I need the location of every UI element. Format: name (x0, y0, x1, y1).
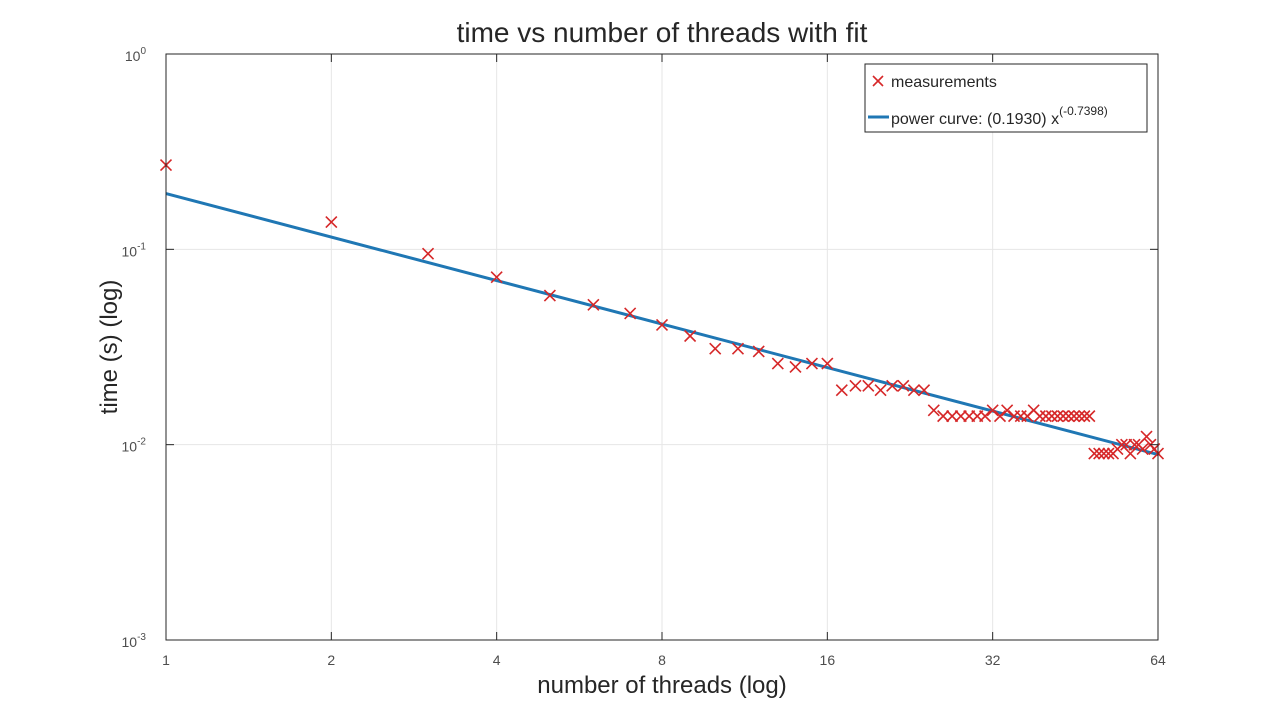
measurement-point (849, 379, 862, 392)
measurement-point (937, 410, 950, 423)
measurement-point (1093, 447, 1106, 460)
measurement-point (325, 215, 338, 229)
measurement-point (1057, 410, 1070, 423)
y-tick-label: 10-1 (122, 241, 147, 259)
measurement-point (752, 345, 765, 358)
measurement-points (159, 159, 1165, 460)
measurement-point (979, 410, 992, 423)
measurement-point (835, 384, 848, 397)
legend-marker-measurements-icon (872, 75, 884, 87)
measurement-point (1073, 410, 1086, 423)
measurement-point (1128, 438, 1141, 451)
legend-fit-exponent: (-0.7398) (1059, 104, 1108, 118)
measurement-point (684, 329, 697, 343)
measurement-point (543, 289, 556, 302)
measurement-point (1083, 410, 1096, 423)
measurement-point (1039, 410, 1052, 423)
legend-box (864, 63, 1148, 133)
measurement-point (789, 360, 802, 374)
measurement-point (907, 384, 920, 397)
measurement-point (655, 318, 669, 332)
measurement-point (874, 384, 887, 397)
measurement-point (421, 247, 435, 260)
measurement-point (1088, 447, 1101, 460)
measurement-point (986, 404, 999, 417)
y-tick-label: 100 (125, 46, 147, 64)
axis-ticks (165, 53, 1159, 641)
measurement-point (821, 357, 834, 370)
x-tick-label: 32 (985, 652, 1001, 668)
x-tick-label: 1 (162, 652, 170, 668)
legend-label-measurements: measurements (891, 74, 997, 91)
measurement-point (1102, 447, 1115, 460)
measurement-point (709, 342, 722, 355)
x-tick-labels: 1 2 4 8 16 32 64 (162, 652, 1166, 668)
measurement-point (886, 379, 899, 392)
measurement-point (731, 342, 745, 355)
measurement-point (993, 410, 1007, 423)
y-tick-label: 10-2 (122, 437, 147, 455)
measurement-point (862, 379, 875, 392)
measurement-point (1097, 447, 1110, 460)
x-tick-label: 2 (327, 652, 335, 668)
y-axis-label: time (s) (log) (96, 280, 123, 415)
measurement-point (1045, 410, 1058, 423)
x-tick-label: 4 (493, 652, 501, 668)
measurement-point (946, 410, 959, 423)
legend-label-fit: power curve: (0.1930) x(-0.7398) (891, 104, 1108, 128)
measurement-point (587, 298, 600, 311)
measurement-point (1078, 410, 1091, 423)
measurement-point (897, 379, 910, 392)
measurement-point (1033, 410, 1046, 423)
measurement-point (771, 357, 784, 370)
y-tick-labels: 10-3 10-2 10-1 100 (122, 46, 147, 650)
measurement-point (927, 404, 940, 417)
x-tick-label: 8 (658, 652, 666, 668)
measurement-point (1067, 410, 1081, 423)
legend-fit-base: power curve: (0.1930) x (891, 111, 1059, 128)
measurement-point (624, 307, 637, 320)
x-tick-label: 64 (1150, 652, 1166, 668)
x-tick-label: 16 (820, 652, 836, 668)
measurement-point (1136, 442, 1149, 456)
measurement-point (1062, 410, 1075, 423)
y-tick-label: 10-3 (122, 632, 147, 650)
measurement-point (917, 384, 931, 397)
grid-lines (166, 54, 1158, 640)
legend: measurements power curve: (0.1930) x(-0.… (864, 63, 1148, 133)
measurement-point (1140, 430, 1153, 443)
chart-title: time vs number of threads with fit (457, 17, 868, 48)
measurement-point (1051, 410, 1064, 423)
measurement-point (805, 357, 819, 370)
measurement-point (490, 271, 503, 284)
x-axis-label: number of threads (log) (537, 672, 786, 699)
